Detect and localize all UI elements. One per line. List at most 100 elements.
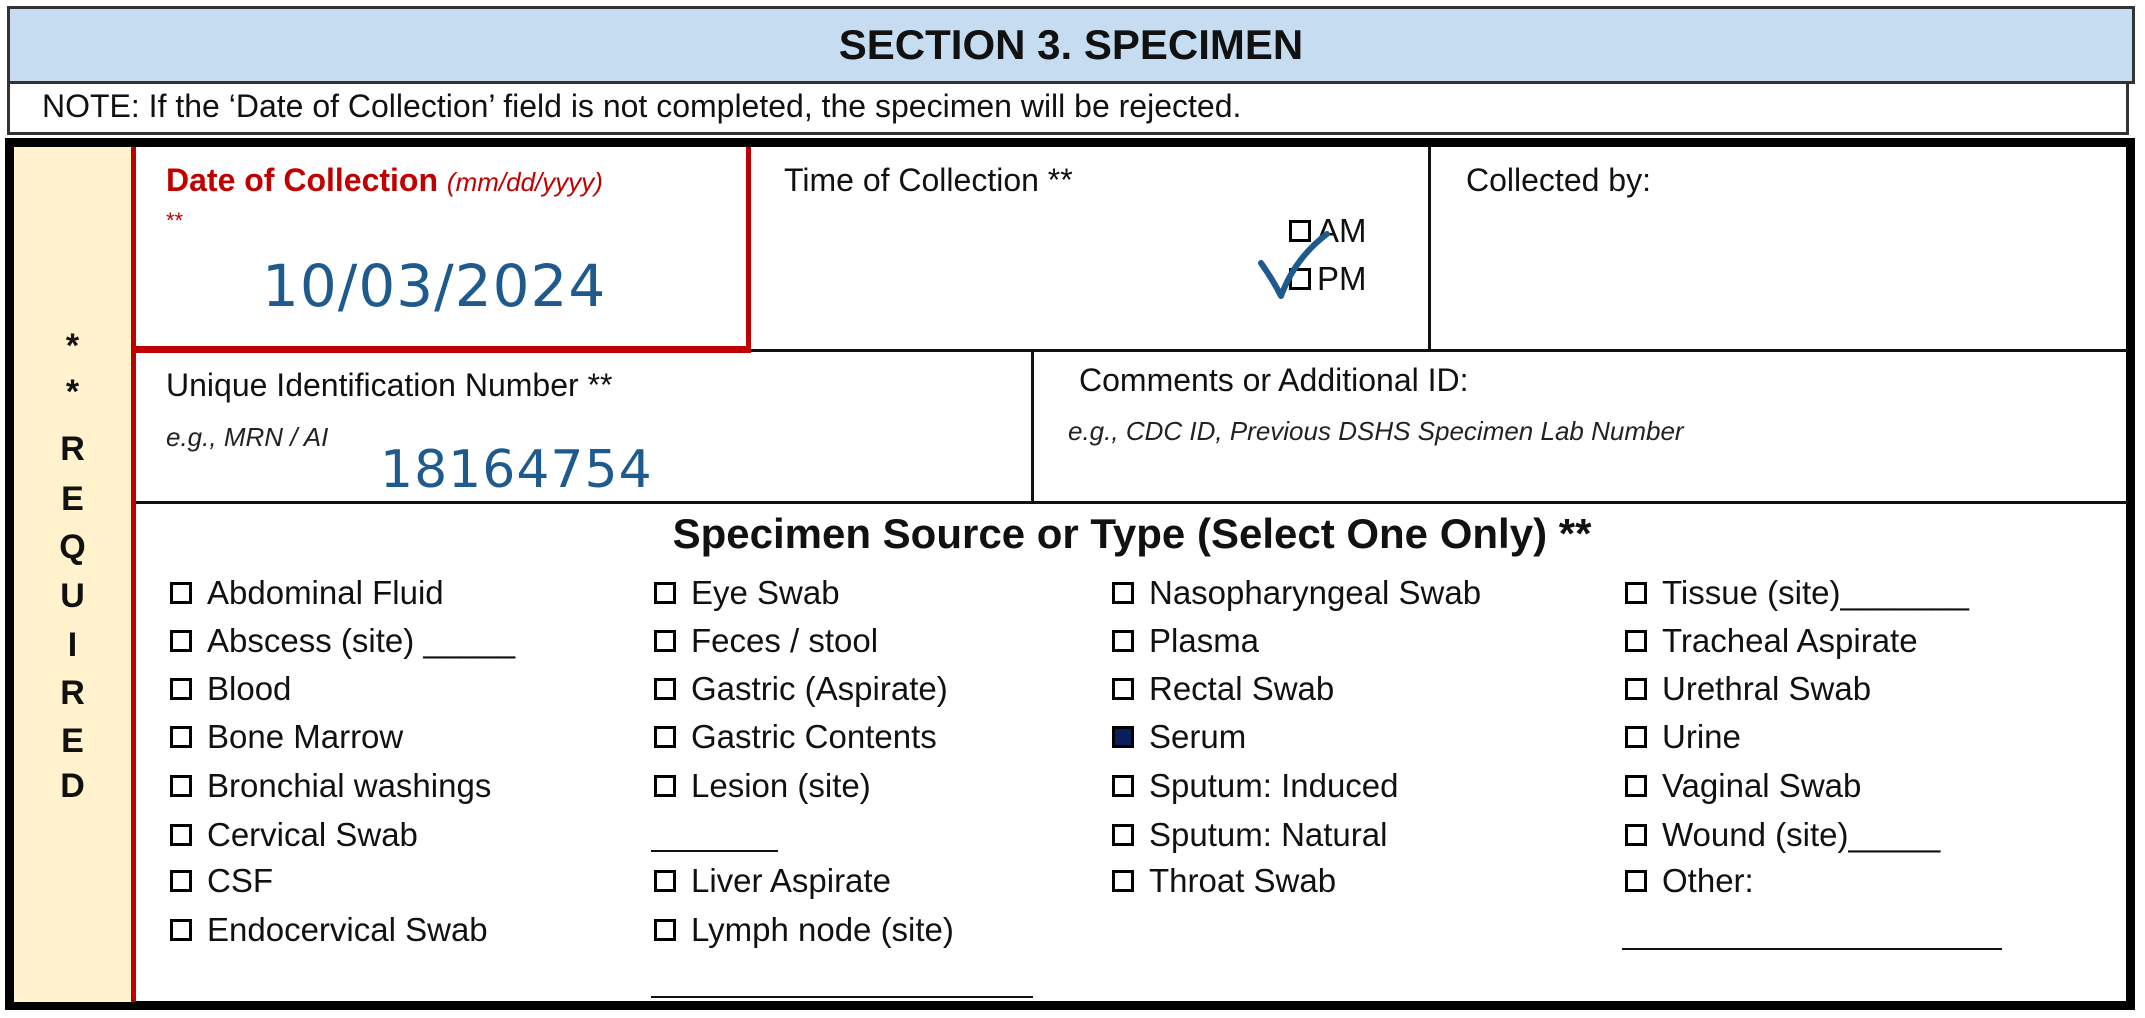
checkbox[interactable] (1625, 870, 1647, 892)
checkbox[interactable] (170, 919, 192, 941)
specimen-option-label: Bone Marrow (207, 718, 404, 755)
checkbox[interactable] (1625, 726, 1647, 748)
checkbox[interactable] (1112, 630, 1134, 652)
checkbox[interactable] (1625, 630, 1647, 652)
specimen-option-label: Eye Swab (691, 574, 840, 611)
section-note: NOTE: If the ‘Date of Collection’ field … (7, 81, 2129, 135)
required-letter: E (61, 480, 84, 518)
specimen-option-label: Sputum: Natural (1149, 816, 1388, 853)
specimen-option-label: Plasma (1149, 622, 1260, 659)
checkbox[interactable] (170, 870, 192, 892)
checkbox[interactable] (1625, 824, 1647, 846)
specimen-option[interactable]: Lesion (site) (654, 767, 871, 805)
required-letter: E (61, 722, 84, 760)
specimen-option-label: Lesion (site) (691, 767, 871, 804)
specimen-option-label: Vaginal Swab (1662, 767, 1862, 804)
specimen-option[interactable]: Plasma (1112, 622, 1259, 660)
specimen-option-label: Throat Swab (1149, 862, 1337, 899)
checkbox[interactable] (1112, 824, 1134, 846)
specimen-option[interactable]: Other: (1625, 862, 1754, 900)
unique-id-hint: e.g., MRN / AI (166, 422, 329, 452)
specimen-option[interactable]: Liver Aspirate (654, 862, 891, 900)
specimen-option-label: Abdominal Fluid (207, 574, 444, 611)
checkbox[interactable] (654, 775, 676, 797)
divider (748, 349, 2128, 352)
checkbox[interactable] (170, 726, 192, 748)
specimen-option-label: Urethral Swab (1662, 670, 1872, 707)
specimen-option[interactable]: Bone Marrow (170, 718, 403, 756)
specimen-option[interactable]: Endocervical Swab (170, 911, 488, 949)
specimen-option[interactable]: CSF (170, 862, 273, 900)
specimen-option[interactable]: Feces / stool (654, 622, 878, 660)
specimen-option[interactable]: Gastric Contents (654, 718, 937, 756)
specimen-option-label: Other: (1662, 862, 1754, 899)
checkbox[interactable] (170, 678, 192, 700)
specimen-option-label: Sputum: Induced (1149, 767, 1399, 804)
checkbox[interactable] (1625, 678, 1647, 700)
date-of-collection-field[interactable]: 10/03/2024 (262, 252, 607, 320)
specimen-option-label: Rectal Swab (1149, 670, 1335, 707)
specimen-option[interactable]: Gastric (Aspirate) (654, 670, 948, 708)
checkbox[interactable] (1112, 582, 1134, 604)
handwritten-check-icon (1258, 231, 1330, 299)
specimen-option[interactable]: Bronchial washings (170, 767, 491, 805)
checkbox[interactable] (1112, 726, 1134, 748)
checkbox[interactable] (170, 582, 192, 604)
specimen-option[interactable]: Serum (1112, 718, 1246, 756)
specimen-option-label: Serum (1149, 718, 1247, 755)
specimen-option[interactable]: Tissue (site)_______ (1625, 574, 1969, 612)
lesion-site-line (651, 850, 778, 852)
checkbox[interactable] (654, 630, 676, 652)
checkbox[interactable] (654, 726, 676, 748)
checkbox[interactable] (170, 824, 192, 846)
am-checkbox[interactable] (1289, 220, 1311, 242)
collected-by-field[interactable] (1440, 210, 2120, 340)
specimen-option-label: Cervical Swab (207, 816, 418, 853)
checkbox[interactable] (1625, 775, 1647, 797)
specimen-option-label: Lymph node (site) (691, 911, 954, 948)
specimen-option[interactable]: Sputum: Natural (1112, 816, 1387, 854)
specimen-option-label: Bronchial washings (207, 767, 492, 804)
checkbox[interactable] (1112, 870, 1134, 892)
checkbox[interactable] (1625, 582, 1647, 604)
specimen-option-label: Liver Aspirate (691, 862, 891, 899)
am-checkbox-option[interactable]: AM (1289, 212, 1367, 250)
checkbox[interactable] (170, 630, 192, 652)
specimen-option[interactable]: Sputum: Induced (1112, 767, 1399, 805)
specimen-option[interactable]: Wound (site)_____ (1625, 816, 1940, 854)
required-mark: ** (166, 208, 184, 233)
checkbox[interactable] (1112, 775, 1134, 797)
required-letter: U (60, 577, 85, 615)
checkbox[interactable] (170, 775, 192, 797)
specimen-option-label: Abscess (site) _____ (207, 622, 516, 659)
specimen-option[interactable]: Eye Swab (654, 574, 840, 612)
checkbox[interactable] (654, 678, 676, 700)
specimen-option[interactable]: Abdominal Fluid (170, 574, 444, 612)
specimen-option[interactable]: Abscess (site) _____ (170, 622, 515, 660)
specimen-option[interactable]: Lymph node (site) (654, 911, 954, 949)
unique-id-field[interactable]: 18164754 (380, 440, 653, 500)
checkbox[interactable] (1112, 678, 1134, 700)
specimen-option[interactable]: Urethral Swab (1625, 670, 1871, 708)
specimen-option[interactable]: Rectal Swab (1112, 670, 1334, 708)
specimen-option[interactable]: Urine (1625, 718, 1741, 756)
comments-hint: e.g., CDC ID, Previous DSHS Specimen Lab… (1068, 416, 1684, 446)
specimen-option[interactable]: Nasopharyngeal Swab (1112, 574, 1481, 612)
time-of-collection-label: Time of Collection ** (784, 162, 1073, 198)
checkbox[interactable] (654, 870, 676, 892)
date-cell-border (746, 147, 751, 353)
specimen-option[interactable]: Blood (170, 670, 291, 708)
specimen-option-label: Tissue (site)_______ (1662, 574, 1969, 611)
specimen-option[interactable]: Cervical Swab (170, 816, 418, 854)
required-letter: D (60, 767, 85, 805)
specimen-option-label: Urine (1662, 718, 1741, 755)
specimen-option-label: Gastric Contents (691, 718, 937, 755)
specimen-option-label: Blood (207, 670, 292, 707)
checkbox[interactable] (654, 582, 676, 604)
date-cell-border (131, 346, 751, 353)
specimen-option-label: CSF (207, 862, 273, 899)
specimen-option[interactable]: Throat Swab (1112, 862, 1336, 900)
checkbox[interactable] (654, 919, 676, 941)
specimen-option[interactable]: Vaginal Swab (1625, 767, 1861, 805)
specimen-option[interactable]: Tracheal Aspirate (1625, 622, 1918, 660)
